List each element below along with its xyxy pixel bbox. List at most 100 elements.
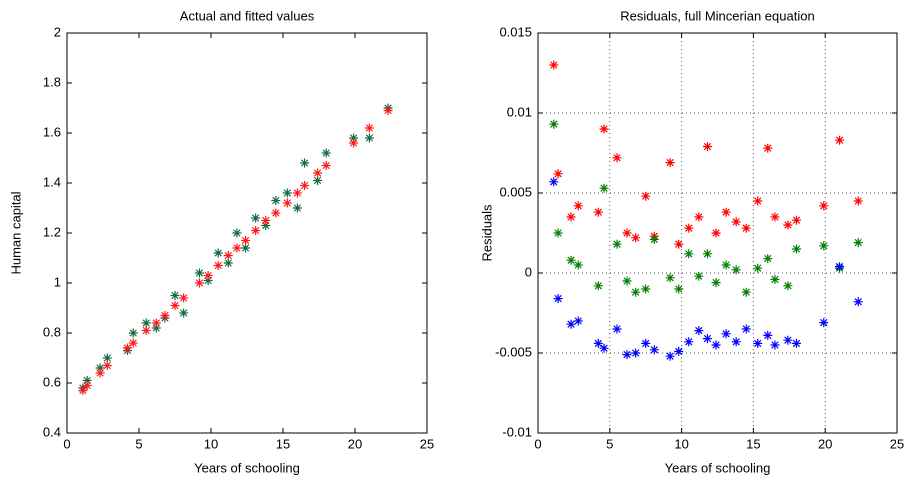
marker <box>313 168 323 178</box>
marker <box>566 319 576 329</box>
x-tick-label: 25 <box>420 436 434 451</box>
marker <box>853 238 863 248</box>
chart-title: Actual and fitted values <box>180 8 315 23</box>
marker <box>791 338 801 348</box>
marker <box>349 133 359 143</box>
marker <box>95 368 105 378</box>
marker <box>566 212 576 222</box>
marker <box>549 119 559 129</box>
marker <box>731 265 741 275</box>
marker <box>694 326 704 336</box>
marker <box>349 138 359 148</box>
y-tick-label: 2 <box>54 24 61 39</box>
marker <box>684 223 694 233</box>
marker <box>622 228 632 238</box>
marker <box>853 196 863 206</box>
x-tick-label: 15 <box>276 436 290 451</box>
marker <box>573 260 583 270</box>
marker <box>128 338 138 348</box>
marker <box>179 308 189 318</box>
marker <box>731 217 741 227</box>
marker <box>641 338 651 348</box>
marker <box>783 220 793 230</box>
marker <box>593 207 603 217</box>
marker <box>631 287 641 297</box>
marker <box>549 60 559 70</box>
marker <box>649 234 659 244</box>
marker <box>694 212 704 222</box>
marker <box>674 239 684 249</box>
marker <box>711 228 721 238</box>
marker <box>213 261 223 270</box>
marker <box>364 123 374 133</box>
y-tick-label: -0.01 <box>502 424 532 439</box>
marker <box>160 311 170 320</box>
x-tick-label: 0 <box>63 436 70 451</box>
y-tick-label: 0.6 <box>43 374 61 389</box>
marker <box>593 281 603 291</box>
marker <box>741 223 751 233</box>
marker <box>251 226 261 235</box>
marker <box>203 276 213 285</box>
marker <box>612 153 622 163</box>
y-tick-label: 0.8 <box>43 324 61 339</box>
marker <box>170 291 180 300</box>
marker <box>702 142 712 152</box>
marker <box>819 318 829 328</box>
marker <box>721 207 731 217</box>
x-axis-label: Years of schooling <box>194 460 300 475</box>
marker <box>95 363 105 373</box>
marker <box>702 249 712 259</box>
marker <box>770 274 780 284</box>
marker <box>612 324 622 334</box>
marker <box>599 343 609 353</box>
marker <box>102 361 112 370</box>
marker <box>763 254 773 264</box>
marker <box>566 255 576 265</box>
x-tick-label: 25 <box>890 436 904 451</box>
marker <box>711 340 721 350</box>
marker <box>271 196 281 205</box>
marker <box>232 228 242 238</box>
marker <box>819 201 829 211</box>
marker <box>731 337 741 347</box>
marker <box>271 208 281 218</box>
marker <box>770 212 780 222</box>
marker <box>770 340 780 350</box>
marker <box>599 124 609 134</box>
marker <box>665 158 675 168</box>
marker <box>641 284 651 294</box>
marker <box>665 273 675 283</box>
marker <box>282 188 292 198</box>
y-tick-label: 0.4 <box>43 424 61 439</box>
marker <box>383 106 393 115</box>
marker <box>141 318 151 328</box>
marker <box>573 316 583 326</box>
marker <box>151 318 161 328</box>
marker <box>321 148 331 158</box>
marker <box>674 346 684 356</box>
marker <box>223 258 233 268</box>
marker <box>82 381 92 390</box>
marker <box>631 348 641 358</box>
chart-title: Residuals, full Mincerian equation <box>620 8 814 23</box>
marker <box>791 244 801 254</box>
marker <box>553 169 563 179</box>
marker <box>321 161 331 170</box>
marker <box>622 350 632 360</box>
marker <box>711 278 721 288</box>
marker <box>203 271 213 280</box>
y-tick-label: -0.005 <box>495 344 532 359</box>
marker <box>674 284 684 294</box>
axes-box <box>66 32 428 434</box>
marker <box>721 329 731 339</box>
marker <box>665 351 675 361</box>
marker <box>694 271 704 281</box>
y-tick-label: 1.4 <box>43 174 61 189</box>
x-tick-label: 0 <box>534 436 541 451</box>
marker <box>251 213 261 223</box>
marker <box>223 251 233 260</box>
marker <box>300 158 310 168</box>
y-tick-label: 1.2 <box>43 224 61 239</box>
